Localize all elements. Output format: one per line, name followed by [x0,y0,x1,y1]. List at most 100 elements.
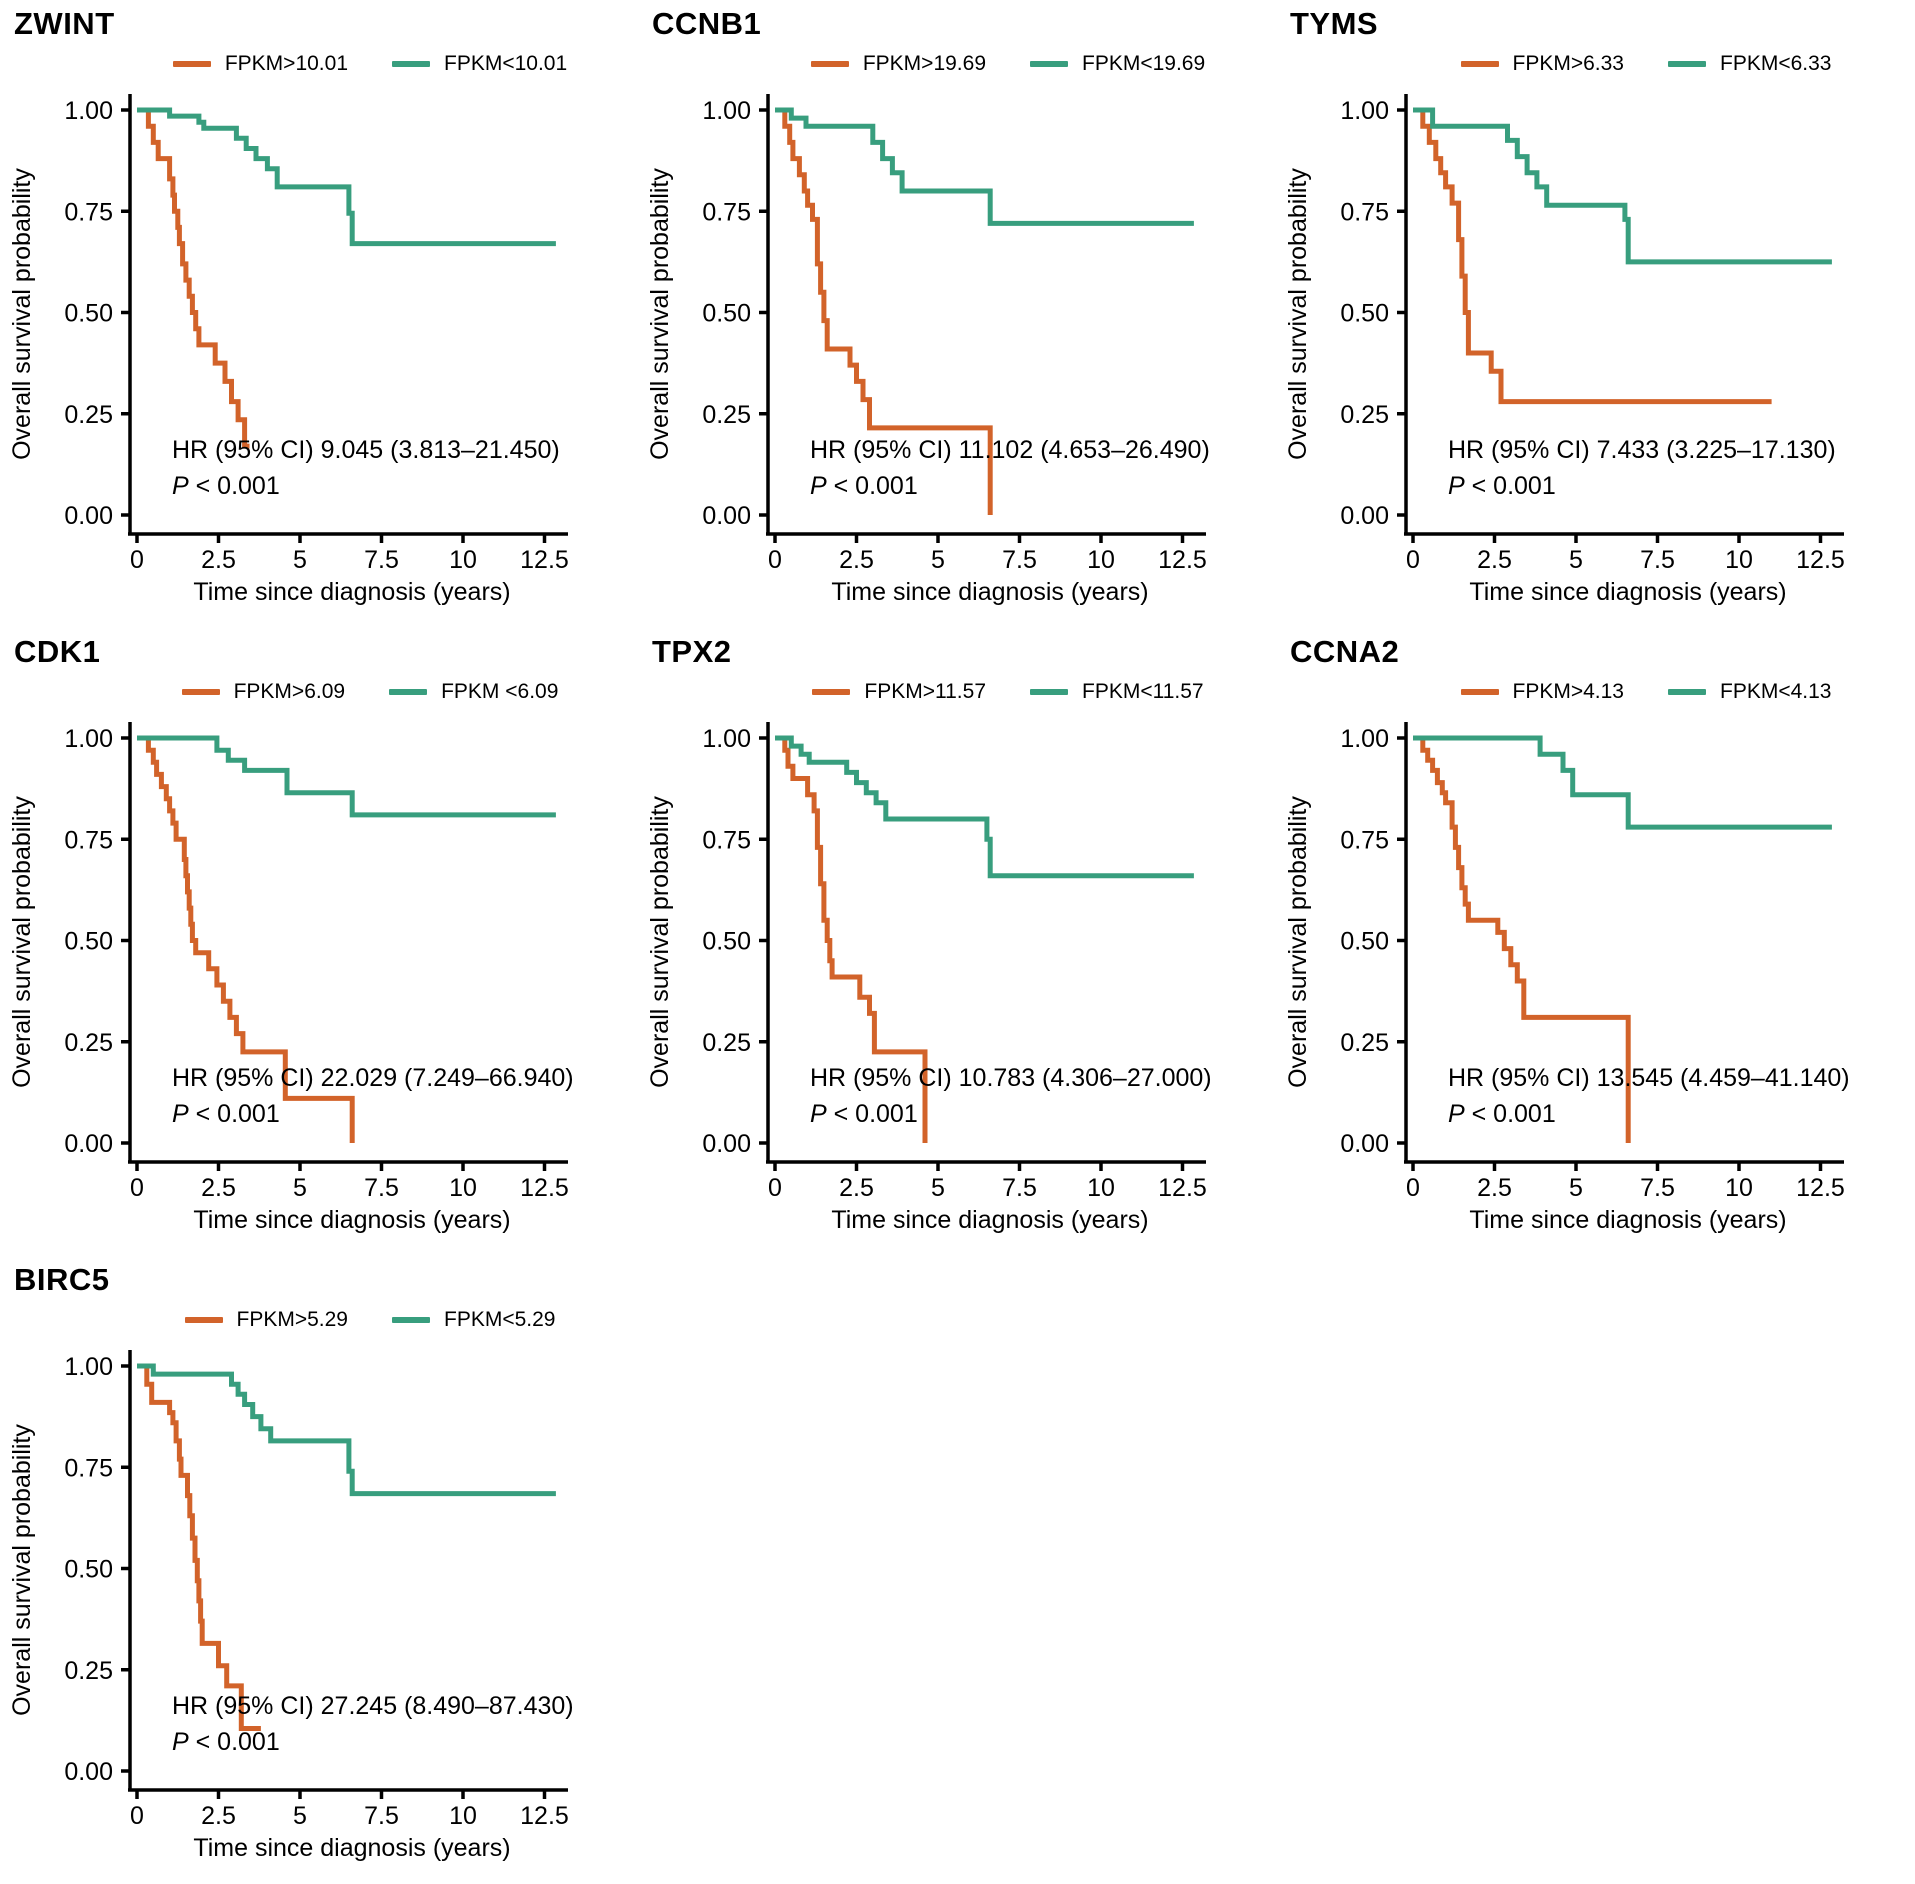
panel-title: TPX2 [652,634,732,669]
svg-text:7.5: 7.5 [1002,546,1037,574]
legend-swatch-high-icon [184,1317,223,1323]
panel-title: CCNB1 [652,6,762,41]
km-panel-cdk1: CDK1 FPKM>6.09 FPKM <6.09 Overall surviv… [0,628,638,1256]
legend-swatch-high-icon [1460,61,1499,67]
km-panel-zwint: ZWINT FPKM>10.01 FPKM<10.01 Overall surv… [0,0,638,628]
svg-text:0.75: 0.75 [64,826,113,854]
x-axis-label: Time since diagnosis (years) [1469,1206,1786,1234]
y-axis-label: Overall survival probability [8,1424,36,1716]
svg-text:1.00: 1.00 [702,725,751,753]
survival-curves [775,735,1194,1143]
hr-annotation: HR (95% CI) 22.029 (7.249–66.940) [172,1064,574,1092]
legend-item-high: FPKM>5.29 [184,1308,348,1332]
hr-annotation: HR (95% CI) 13.545 (4.459–41.140) [1448,1064,1850,1092]
svg-text:2.5: 2.5 [839,546,874,574]
legend: FPKM>10.01 FPKM<10.01 [118,52,622,76]
legend-label-low: FPKM<10.01 [444,52,568,75]
svg-text:0.00: 0.00 [64,1130,113,1158]
survival-curves [1413,735,1832,1143]
svg-text:0.00: 0.00 [1340,502,1389,530]
legend-label-low: FPKM <6.09 [441,680,559,703]
axes: 1.00 0.75 0.50 0.25 0.00 0 2.5 5 7.5 10 12.5 [1340,722,1845,1202]
svg-text:0: 0 [130,546,144,574]
legend: FPKM>5.29 FPKM<5.29 [118,1308,622,1332]
svg-text:2.5: 2.5 [201,546,236,574]
svg-text:1.00: 1.00 [1340,97,1389,125]
panel-title: TYMS [1290,6,1379,41]
empty-cell [1276,1256,1914,1884]
svg-text:0.25: 0.25 [702,401,751,429]
svg-text:1.00: 1.00 [1340,725,1389,753]
p-annotation: P < 0.001 [810,1100,918,1128]
svg-text:7.5: 7.5 [1640,1174,1675,1202]
survival-curves [137,107,556,449]
svg-text:10: 10 [1725,546,1753,574]
km-plot: Overall survival probability Time since … [8,722,574,1234]
legend-item-high: FPKM>6.09 [181,680,345,704]
legend-label-high: FPKM>11.57 [864,680,986,703]
legend-swatch-low-icon [392,61,430,67]
svg-text:5: 5 [293,1174,307,1202]
svg-text:0: 0 [1406,1174,1420,1202]
p-annotation: P < 0.001 [172,1100,280,1128]
x-axis-label: Time since diagnosis (years) [831,578,1148,606]
legend-swatch-high-icon [181,689,220,695]
empty-cell [638,1256,1276,1884]
svg-text:2.5: 2.5 [1477,546,1512,574]
legend: FPKM>11.57 FPKM<11.57 [756,680,1260,704]
km-plot: Overall survival probability Time since … [646,722,1212,1234]
svg-text:1.00: 1.00 [702,97,751,125]
panel-title: CCNA2 [1290,634,1400,669]
legend: FPKM>6.09 FPKM <6.09 [118,680,622,704]
svg-text:5: 5 [931,546,945,574]
svg-text:2.5: 2.5 [201,1802,236,1830]
legend-label-low: FPKM<19.69 [1082,52,1206,75]
km-panel-tyms: TYMS FPKM>6.33 FPKM<6.33 Overall surviva… [1276,0,1914,628]
svg-text:2.5: 2.5 [839,1174,874,1202]
svg-text:0: 0 [768,546,782,574]
panel-title: CDK1 [14,634,101,669]
svg-text:0: 0 [1406,546,1420,574]
survival-curves [137,1363,556,1731]
legend-item-low: FPKM<6.33 [1668,52,1831,76]
svg-text:12.5: 12.5 [1796,546,1845,574]
svg-text:5: 5 [1569,546,1583,574]
legend-item-low: FPKM<10.01 [392,52,567,76]
svg-text:0: 0 [130,1802,144,1830]
legend-swatch-high-icon [810,61,849,67]
km-plot: Overall survival probability Time since … [1284,722,1850,1234]
p-annotation: P < 0.001 [810,472,918,500]
svg-text:0.50: 0.50 [64,1556,113,1584]
legend-label-low: FPKM<11.57 [1082,680,1204,703]
svg-text:1.00: 1.00 [64,1353,113,1381]
panel-title: BIRC5 [14,1262,110,1297]
svg-text:10: 10 [449,546,477,574]
svg-text:0.00: 0.00 [64,502,113,530]
legend-swatch-high-icon [172,61,211,67]
legend-swatch-low-icon [392,1317,430,1323]
y-axis-label: Overall survival probability [1284,796,1312,1088]
x-axis-label: Time since diagnosis (years) [1469,578,1786,606]
svg-text:0.00: 0.00 [702,502,751,530]
hr-annotation: HR (95% CI) 7.433 (3.225–17.130) [1448,436,1836,464]
legend-item-high: FPKM>6.33 [1460,52,1624,76]
legend-swatch-low-icon [389,689,428,695]
svg-text:0.25: 0.25 [1340,401,1389,429]
legend-label-high: FPKM>10.01 [224,52,348,75]
svg-text:1.00: 1.00 [64,725,113,753]
svg-text:0.75: 0.75 [1340,198,1389,226]
svg-text:0.00: 0.00 [702,1130,751,1158]
svg-text:10: 10 [1087,1174,1115,1202]
x-axis-label: Time since diagnosis (years) [193,1834,510,1862]
legend-label-low: FPKM<6.33 [1720,52,1832,75]
km-panel-birc5: BIRC5 FPKM>5.29 FPKM<5.29 Overall surviv… [0,1256,638,1884]
svg-text:0.50: 0.50 [64,928,113,956]
svg-text:0.75: 0.75 [702,198,751,226]
svg-text:0.50: 0.50 [702,300,751,328]
svg-text:10: 10 [449,1802,477,1830]
svg-text:1.00: 1.00 [64,97,113,125]
svg-text:0.75: 0.75 [702,826,751,854]
svg-text:0.50: 0.50 [1340,300,1389,328]
legend-label-low: FPKM<4.13 [1720,680,1832,703]
legend: FPKM>6.33 FPKM<6.33 [1394,52,1898,76]
